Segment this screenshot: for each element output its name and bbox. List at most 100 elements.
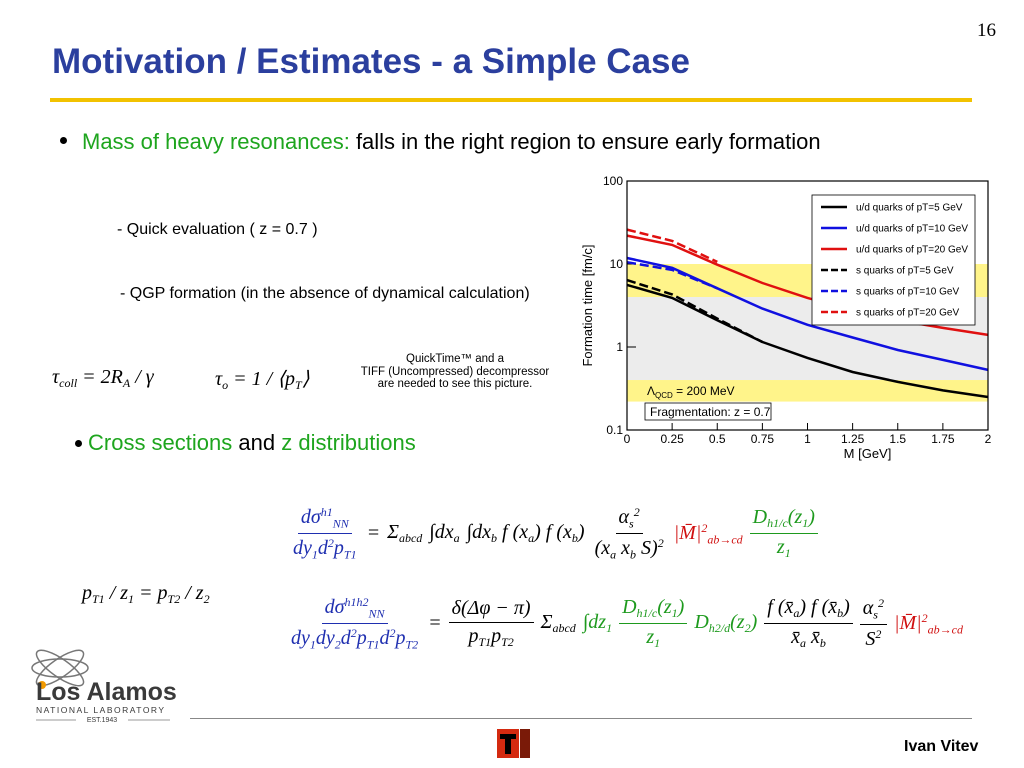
text: and xyxy=(238,430,276,455)
math-segment: 1 xyxy=(606,621,613,636)
math-segment: 2 xyxy=(875,627,882,642)
math-segment: ab→cd xyxy=(707,532,743,547)
math-segment: T2 xyxy=(167,592,181,607)
annotation: ΛQCD = 200 MeV xyxy=(647,384,735,400)
math-segment: δ(Δφ − π) xyxy=(451,597,531,620)
math-segment: h2/d xyxy=(708,621,731,636)
math-segment: = xyxy=(366,522,381,545)
math-segment: o xyxy=(222,378,229,393)
math-segment: (x xyxy=(594,537,611,560)
math-segment: b xyxy=(819,636,826,651)
sub-item: - QGP formation (in the absence of dynam… xyxy=(120,285,530,302)
legend xyxy=(811,194,976,326)
math-segment: d xyxy=(379,627,390,650)
math-segment: dy xyxy=(293,537,312,560)
line-series xyxy=(626,228,718,264)
denominator: (xa xb S)2 xyxy=(592,534,667,562)
math-segment: = p xyxy=(134,582,168,604)
math-segment: x̄ xyxy=(791,626,801,649)
highlight: z distributions xyxy=(281,430,416,455)
placeholder-line: QuickTime™ and a xyxy=(406,353,504,365)
highlight: Mass of heavy resonances: xyxy=(82,129,350,154)
sub-item: - Quick evaluation ( z = 0.7 ) xyxy=(117,221,318,238)
numerator: f (x̄a) f (x̄b) xyxy=(764,596,853,625)
equation: pT1 / z1 = pT2 / z2 xyxy=(82,582,210,607)
x-tick-label: 2 xyxy=(985,432,992,446)
math-segment: S xyxy=(865,628,876,651)
math-segment: |M̄| xyxy=(673,521,702,544)
math-term: |M̄|2ab→cd xyxy=(674,521,743,547)
bullet-text: Cross sections and z distributions xyxy=(88,430,416,456)
math-segment: 1 xyxy=(784,546,791,561)
math-segment: d xyxy=(340,627,351,650)
math-term: Dh2/d(z2) xyxy=(694,611,757,636)
math-segment: T xyxy=(295,378,302,393)
math-segment: z xyxy=(776,536,785,559)
math-segment: p xyxy=(333,537,344,560)
math-segment: ) xyxy=(677,596,685,619)
math-segment: f (x̄ xyxy=(767,596,794,619)
math-segment: (z xyxy=(657,596,672,619)
math-segment: h1/c xyxy=(767,516,788,531)
y-tick-label: 1 xyxy=(616,340,623,354)
math-segment: ) xyxy=(577,521,585,544)
math-segment: ) f (x xyxy=(534,521,572,544)
math-term: = xyxy=(428,612,442,635)
x-tick-label: 0.5 xyxy=(709,432,726,446)
band xyxy=(627,380,988,402)
placeholder-line: TIFF (Uncompressed) decompressor xyxy=(360,365,550,378)
math-segment: h1/c xyxy=(636,606,658,621)
math-term: τo = 1 / ⟨pT⟩ xyxy=(215,366,310,393)
fraction: dσh1h2NN dy1dy2d2pT1d2pT2 xyxy=(288,595,421,653)
math-segment: = 2R xyxy=(77,366,123,388)
math-segment: p xyxy=(356,627,367,650)
numerator: Dh1/c(z1) xyxy=(619,596,688,625)
line-series xyxy=(626,260,718,290)
x-axis-label: M [GeV] xyxy=(844,446,892,461)
y-axis-label: Formation time [fm/c] xyxy=(580,244,595,366)
math-term: = xyxy=(367,522,381,545)
math-segment: |M̄| xyxy=(893,611,922,634)
math-segment: b xyxy=(571,531,578,546)
math-segment: α xyxy=(618,506,630,529)
author: Ivan Vitev xyxy=(904,738,979,755)
frame xyxy=(626,180,989,431)
footer-rule xyxy=(190,718,972,719)
math-segment: ∫ xyxy=(466,521,473,544)
fraction: αs2 S2 xyxy=(859,596,887,652)
line-series xyxy=(626,256,989,372)
math-segment: 1 xyxy=(128,592,135,607)
x-tick-label: 0 xyxy=(624,432,631,446)
math-segment: 2 xyxy=(633,505,640,519)
annotation-symbol: Λ xyxy=(647,384,655,398)
math-segment: D xyxy=(694,611,709,634)
math-segment: S) xyxy=(636,537,658,560)
bullet xyxy=(75,440,82,447)
title-rule xyxy=(50,98,972,102)
math-term: ∫dxa xyxy=(429,521,459,546)
division-logo xyxy=(497,729,530,758)
math-segment: / z xyxy=(104,582,129,604)
numerator: αs2 xyxy=(615,505,643,535)
math-segment: f (x xyxy=(497,521,529,544)
math-segment: dx xyxy=(472,521,492,544)
fraction: Dh1/c(z1) z1 xyxy=(619,596,688,651)
math-segment: b xyxy=(837,606,844,621)
math-segment: T2 xyxy=(501,635,514,650)
math-segment: 2 xyxy=(877,596,884,611)
math-segment: dy xyxy=(291,627,310,650)
fraction: δ(Δφ − π) pT1pT2 xyxy=(448,597,534,650)
logo-established: EST.1943 xyxy=(87,717,117,724)
math-segment: 2 xyxy=(203,592,210,607)
math-segment: p xyxy=(395,627,406,650)
math-segment: 1 xyxy=(802,516,809,531)
annotation-text: = 200 MeV xyxy=(673,384,735,398)
math-segment: 1 xyxy=(671,606,678,621)
text: falls in the right region to ensure earl… xyxy=(355,129,821,154)
fraction: f (x̄a) f (x̄b) x̄a x̄b xyxy=(764,596,853,651)
y-tick-label: 100 xyxy=(603,174,623,188)
math-segment: abcd xyxy=(398,531,423,546)
math-segment: = xyxy=(428,612,442,635)
math-segment: A xyxy=(122,376,131,391)
